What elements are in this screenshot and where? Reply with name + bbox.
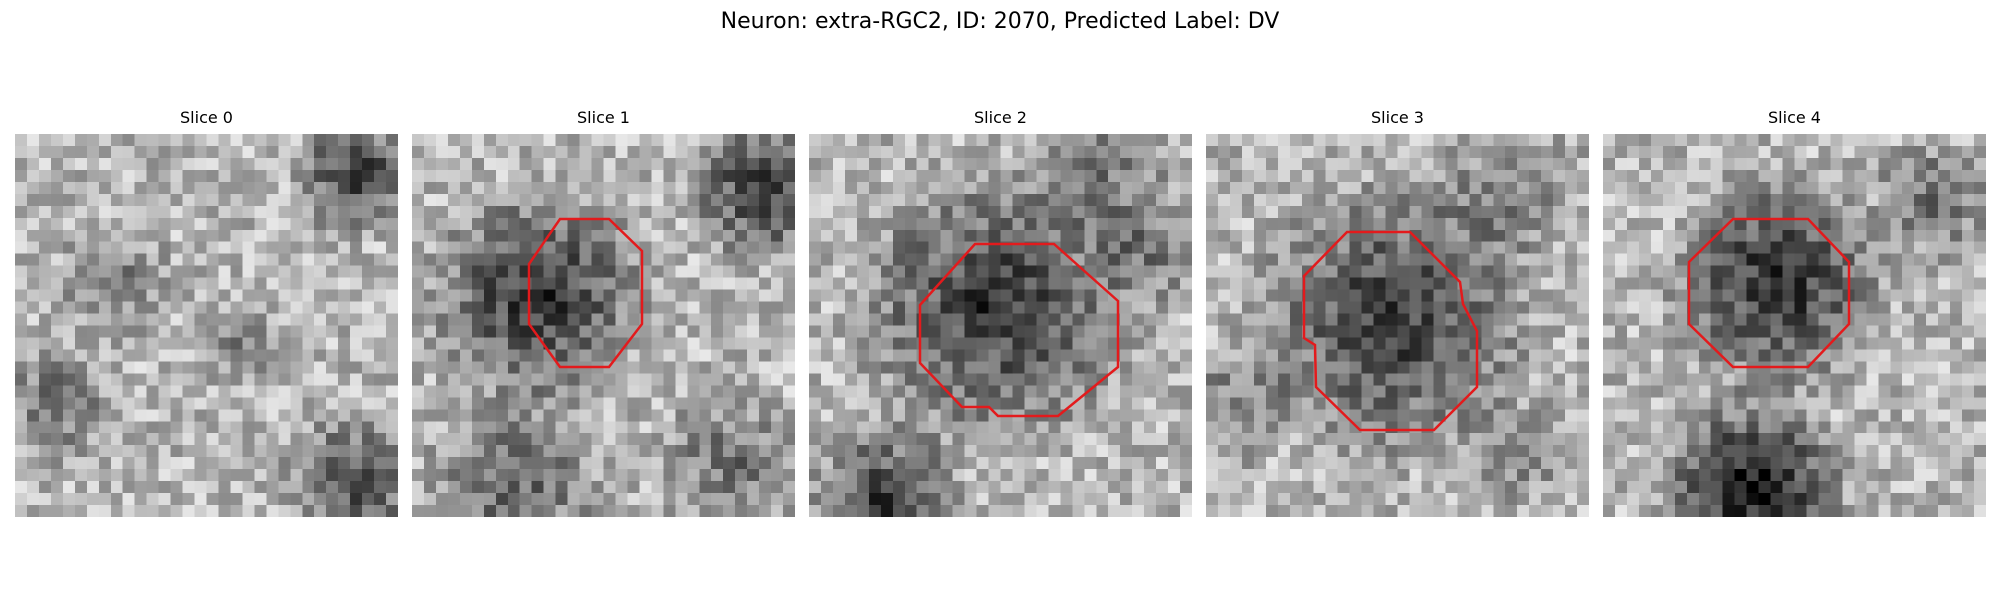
slice-panel-2: Slice 2 xyxy=(809,108,1192,517)
slice-title-1: Slice 1 xyxy=(577,108,630,127)
slice-image-0 xyxy=(15,134,398,517)
slice-title-0: Slice 0 xyxy=(180,108,233,127)
slice-image-1 xyxy=(412,134,795,517)
slice-panel-0: Slice 0 xyxy=(15,108,398,517)
slice-image-4 xyxy=(1603,134,1986,517)
slice-image-2 xyxy=(809,134,1192,517)
roi-outline-4 xyxy=(1687,217,1851,369)
slice-image-3 xyxy=(1206,134,1589,517)
slice-panel-3: Slice 3 xyxy=(1206,108,1589,517)
roi-outline-3 xyxy=(1302,230,1479,432)
slice-panel-4: Slice 4 xyxy=(1603,108,1986,517)
figure-title: Neuron: extra-RGC2, ID: 2070, Predicted … xyxy=(720,9,1280,34)
slice-panel-1: Slice 1 xyxy=(412,108,795,517)
slice-title-4: Slice 4 xyxy=(1768,108,1821,127)
slice-title-2: Slice 2 xyxy=(974,108,1027,127)
roi-outline-2 xyxy=(918,242,1120,418)
slice-title-3: Slice 3 xyxy=(1371,108,1424,127)
roi-outline-1 xyxy=(527,217,644,369)
